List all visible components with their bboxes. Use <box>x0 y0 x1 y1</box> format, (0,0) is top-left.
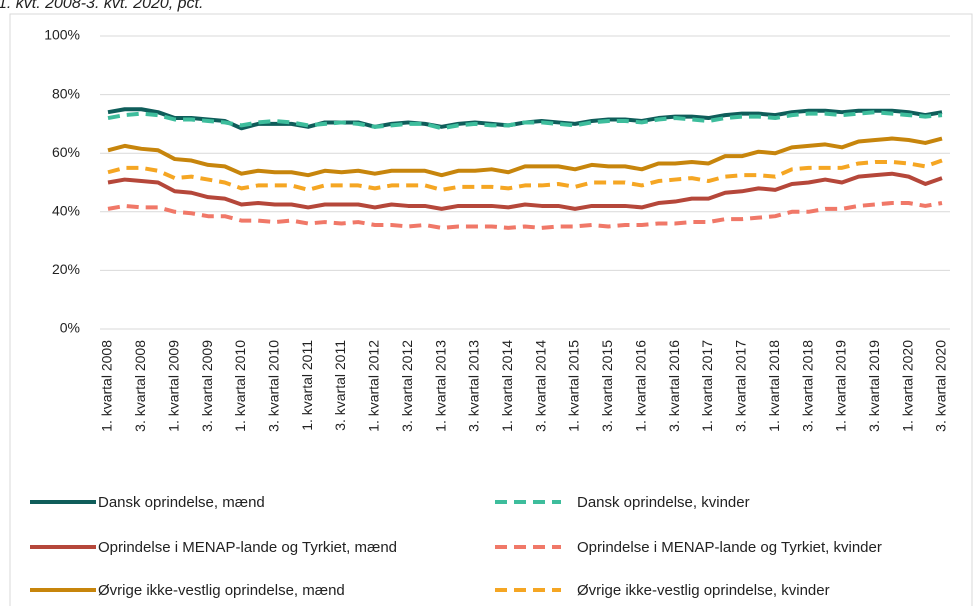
legend-label: Oprindelse i MENAP-lande og Tyrkiet, mæn… <box>98 539 397 556</box>
x-tick-label: 3. kvartal 2015 <box>599 340 615 432</box>
chart-frame <box>9 13 973 606</box>
x-tick-label: 3. kvartal 2009 <box>199 340 215 432</box>
x-tick-label: 3. kvartal 2011 <box>332 340 348 431</box>
y-tick-label: 60% <box>52 144 80 160</box>
x-tick-label: 1. kvartal 2009 <box>165 340 181 432</box>
x-tick-label: 3. kvartal 2019 <box>866 340 882 432</box>
legend-label: Dansk oprindelse, mænd <box>98 494 265 511</box>
x-tick-label: 3. kvartal 2012 <box>399 340 415 432</box>
x-tick-label: 3. kvartal 2014 <box>532 340 548 432</box>
x-tick-label: 1. kvartal 2012 <box>366 340 382 432</box>
y-tick-label: 100% <box>44 27 80 43</box>
legend-label: Øvrige ikke-vestlig oprindelse, mænd <box>98 582 345 599</box>
series-line <box>107 201 943 230</box>
y-tick-label: 80% <box>52 85 80 101</box>
x-tick-label: 1. kvartal 2017 <box>699 340 715 432</box>
x-tick-label: 1. kvartal 2020 <box>899 340 915 432</box>
series-line <box>107 110 943 131</box>
x-tick-label: 3. kvartal 2017 <box>733 340 749 432</box>
y-tick-label: 0% <box>60 320 80 336</box>
x-tick-label: 3. kvartal 2013 <box>466 340 482 432</box>
x-tick-label: 1. kvartal 2008 <box>99 340 115 432</box>
x-tick-label: 3. kvartal 2018 <box>799 340 815 432</box>
series-line <box>107 136 943 178</box>
x-tick-label: 3. kvartal 2008 <box>132 340 148 432</box>
legend-label: Øvrige ikke-vestlig oprindelse, kvinder <box>577 582 830 599</box>
x-tick-label: 1. kvartal 2018 <box>766 340 782 432</box>
series-line <box>107 158 943 192</box>
series-line <box>107 171 943 211</box>
x-tick-label: 1. kvartal 2015 <box>566 340 582 432</box>
y-tick-label: 20% <box>52 261 80 277</box>
x-tick-label: 3. kvartal 2010 <box>266 340 282 432</box>
y-tick-label: 40% <box>52 203 80 219</box>
x-tick-label: 1. kvartal 2011 <box>299 340 315 431</box>
x-tick-label: 1. kvartal 2016 <box>632 340 648 432</box>
chart-subtitle: 1. kvt. 2008-3. kvt. 2020, pct. <box>0 0 203 12</box>
x-tick-label: 1. kvartal 2010 <box>232 340 248 432</box>
x-tick-label: 1. kvartal 2013 <box>432 340 448 432</box>
x-tick-label: 1. kvartal 2014 <box>499 340 515 432</box>
x-tick-label: 3. kvartal 2020 <box>933 340 949 432</box>
x-tick-label: 3. kvartal 2016 <box>666 340 682 432</box>
legend-label: Dansk oprindelse, kvinder <box>577 494 750 511</box>
legend-label: Oprindelse i MENAP-lande og Tyrkiet, kvi… <box>577 539 882 556</box>
x-tick-label: 1. kvartal 2019 <box>833 340 849 432</box>
